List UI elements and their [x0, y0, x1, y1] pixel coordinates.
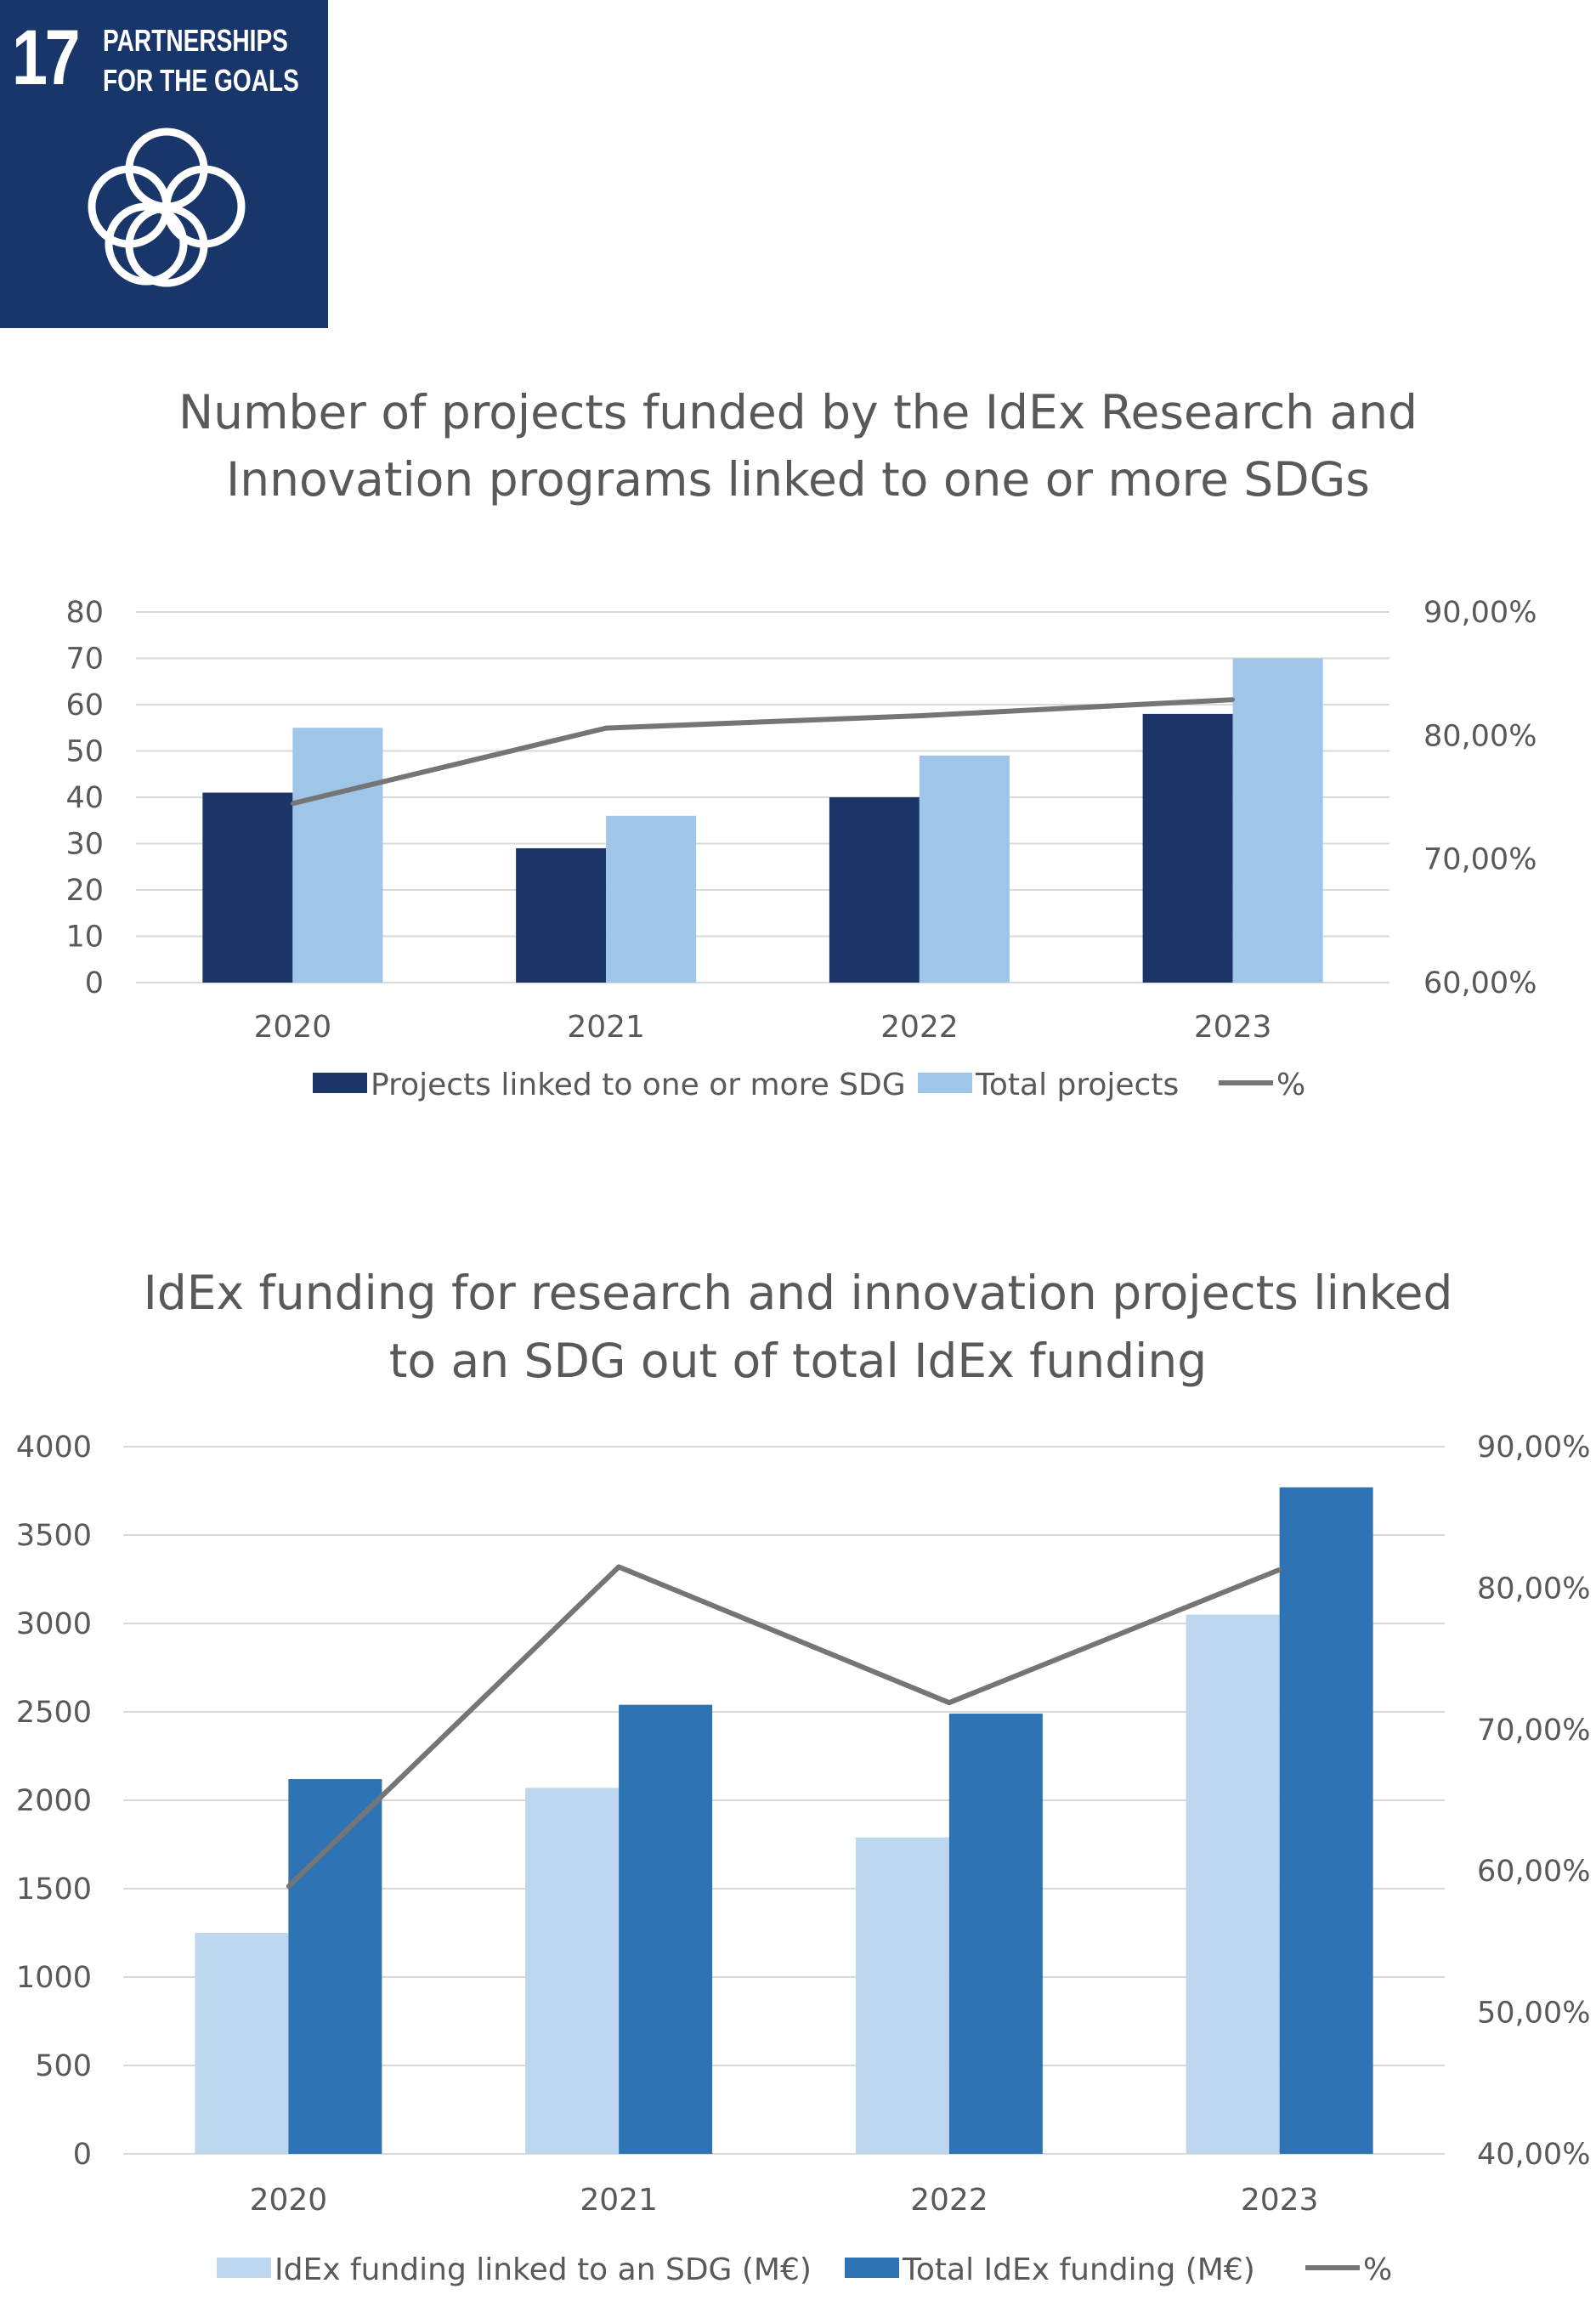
chart2-bar	[1279, 1487, 1373, 2154]
chart1-bar	[919, 755, 1010, 983]
chart2-legend: IdEx funding linked to an SDG (M€) Total …	[217, 2252, 1392, 2287]
sdg-label-line-1: PARTNERSHIPS	[103, 23, 288, 58]
chart2-bar	[855, 1837, 949, 2154]
chart1-y-left-tick-label: 50	[65, 735, 104, 769]
chart1-bar	[202, 792, 293, 983]
chart2-bar	[288, 1779, 382, 2154]
chart1-bars	[202, 658, 1323, 983]
chart1-bar	[1142, 713, 1233, 983]
chart2-legend-swatch	[845, 2258, 899, 2278]
chart2-percent-point	[616, 1564, 621, 1569]
chart1-bar	[292, 728, 383, 983]
chart1-percent-point	[1231, 697, 1236, 702]
chart2-y-right-tick-label: 60,00%	[1477, 1855, 1590, 1889]
chart1-title-line-1: Number of projects funded by the IdEx Re…	[178, 385, 1418, 439]
chart1-legend-label: Projects linked to one or more SDG	[371, 1068, 906, 1102]
chart1-title-line-2: Innovation programs linked to one or mor…	[226, 452, 1370, 507]
chart2-y-left-tick-label: 1000	[16, 1961, 92, 1995]
chart1-y-left-tick-label: 80	[65, 596, 104, 630]
interlocking-rings-icon	[88, 127, 246, 287]
chart2-legend-label: Total IdEx funding (M€)	[902, 2252, 1255, 2287]
chart2-y-right-tick-label: 70,00%	[1477, 1714, 1590, 1748]
chart1-x-tick-label: 2020	[254, 1010, 332, 1045]
chart1-legend-label: %	[1276, 1068, 1305, 1102]
chart1-y-left-tick-label: 30	[65, 828, 104, 862]
chart1-legend-label: Total projects	[975, 1068, 1179, 1102]
chart1-y-right-tick-label: 90,00%	[1423, 596, 1537, 630]
chart1-bar	[516, 847, 607, 983]
chart1-percent-point	[290, 801, 295, 806]
chart2-y-left-tick-label: 4000	[16, 1431, 92, 1465]
projects-chart: Number of projects funded by the IdEx Re…	[65, 385, 1537, 1102]
chart2-y-right-tick-label: 50,00%	[1477, 1997, 1590, 2031]
chart2-bars	[195, 1487, 1373, 2154]
chart2-y-left-tick-label: 2500	[16, 1696, 92, 1730]
chart2-y-left-tick-label: 1500	[16, 1873, 92, 1907]
chart1-bar	[829, 797, 920, 983]
chart1-legend-swatch	[918, 1073, 972, 1093]
chart1-y-right-tick-label: 60,00%	[1423, 966, 1537, 1000]
chart1-x-tick-label: 2023	[1194, 1010, 1272, 1045]
chart1-y-left-tick-label: 0	[85, 966, 104, 1000]
chart1-bar	[606, 815, 697, 983]
chart2-legend-label: IdEx funding linked to an SDG (M€)	[274, 2252, 812, 2287]
chart1-y-left-tick-label: 20	[65, 874, 104, 908]
chart1-y-left-tick-label: 60	[65, 688, 104, 722]
chart2-y-right-tick-label: 90,00%	[1477, 1431, 1590, 1465]
chart2-y-right-tick-label: 40,00%	[1477, 2138, 1590, 2172]
chart2-percent-point	[1277, 1567, 1282, 1572]
chart1-y-right-tick-label: 70,00%	[1423, 843, 1537, 877]
sdg-number: 17	[12, 14, 81, 101]
chart1-y-right-tick-label: 80,00%	[1423, 719, 1537, 753]
chart1-y-left-tick-label: 70	[65, 643, 104, 677]
chart2-y-left-tick-label: 3000	[16, 1607, 92, 1641]
chart2-tick-labels: 0 500 1000 1500 2000 2500 3000 3500 4000 40,00% 50…	[16, 1431, 1591, 2218]
chart2-bar	[948, 1714, 1043, 2154]
chart2-x-tick-label: 2022	[910, 2183, 988, 2218]
chart2-y-right-tick-label: 80,00%	[1477, 1572, 1590, 1606]
chart1-legend: Projects linked to one or more SDG Total …	[313, 1068, 1305, 1102]
chart1-tick-labels: 0 10 20 30 40 50 60 70 80 60,00% 70,00% 80,00% 90,00…	[65, 596, 1537, 1045]
chart2-percent-line	[286, 1564, 1282, 1890]
chart2-percent-polyline	[286, 1564, 1281, 1889]
chart1-legend-swatch	[313, 1073, 367, 1093]
chart2-y-left-tick-label: 2000	[16, 1784, 92, 1818]
chart1-y-left-tick-label: 10	[65, 921, 104, 955]
sdg-17-badge: 17 PARTNERSHIPS FOR THE GOALS	[0, 0, 328, 328]
chart1-y-left-tick-label: 40	[65, 781, 104, 815]
chart2-x-tick-label: 2020	[250, 2183, 328, 2218]
chart2-x-tick-label: 2023	[1241, 2183, 1319, 2218]
chart2-percent-point	[947, 1700, 952, 1705]
chart2-title-line-2: to an SDG out of total IdEx funding	[389, 1334, 1207, 1388]
chart2-y-left-tick-label: 500	[35, 2049, 92, 2083]
chart1-bar	[1232, 658, 1323, 983]
chart1-percent-polyline	[291, 697, 1233, 807]
chart2-legend-label: %	[1363, 2252, 1392, 2287]
chart2-percent-point	[286, 1884, 291, 1890]
chart2-bar	[1186, 1614, 1280, 2154]
sdg-label: PARTNERSHIPS FOR THE GOALS	[103, 20, 299, 100]
chart2-x-tick-label: 2021	[580, 2183, 658, 2218]
chart2-legend-swatch	[217, 2258, 271, 2278]
chart2-bar	[525, 1788, 620, 2154]
chart2-y-left-tick-label: 3500	[16, 1519, 92, 1553]
chart1-x-tick-label: 2022	[880, 1010, 959, 1045]
chart1-percent-point	[917, 713, 922, 718]
chart1-percent-point	[603, 726, 608, 731]
chart1-x-tick-label: 2021	[567, 1010, 645, 1045]
chart2-bar	[619, 1704, 713, 2154]
chart2-title-line-1: IdEx funding for research and innovation…	[144, 1266, 1453, 1320]
chart1-percent-line	[290, 697, 1236, 807]
sdg-label-line-2: FOR THE GOALS	[103, 63, 299, 98]
chart2-y-left-tick-label: 0	[73, 2138, 92, 2172]
chart2-bar	[195, 1933, 289, 2154]
funding-chart: IdEx funding for research and innovation…	[16, 1266, 1591, 2287]
